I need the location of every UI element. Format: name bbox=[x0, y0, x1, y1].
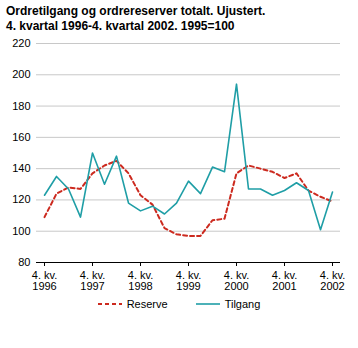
html-text:Reserve: Reserve bbox=[126, 298, 168, 310]
svg-text:80: 80 bbox=[18, 256, 30, 268]
svg-text:4. kv.1996: 4. kv.1996 bbox=[32, 269, 57, 292]
svg-text:4. kv.1997: 4. kv.1997 bbox=[80, 269, 105, 292]
svg-text:140: 140 bbox=[12, 162, 30, 174]
svg-text:4. kv.2000: 4. kv.2000 bbox=[224, 269, 249, 292]
svg-text:4. kv.1998: 4. kv.1998 bbox=[128, 269, 153, 292]
svg-text:220: 220 bbox=[12, 37, 30, 49]
html-text:Tilgang: Tilgang bbox=[224, 298, 261, 310]
html-text:Ordretilgang og ordrereserver: Ordretilgang og ordrereserver totalt. Uj… bbox=[6, 4, 266, 18]
svg-text:120: 120 bbox=[12, 193, 30, 205]
svg-text:180: 180 bbox=[12, 100, 30, 112]
svg-text:4. kv.2002: 4. kv.2002 bbox=[320, 269, 345, 292]
svg-text:160: 160 bbox=[12, 131, 30, 143]
html-text:4. kvartal 1996-4. kvartal 200: 4. kvartal 1996-4. kvartal 2002. 1995=10… bbox=[6, 19, 235, 33]
svg-text:4. kv.1999: 4. kv.1999 bbox=[176, 269, 201, 292]
svg-text:4. kv.2001: 4. kv.2001 bbox=[272, 269, 297, 292]
svg-text:100: 100 bbox=[12, 225, 30, 237]
svg-text:200: 200 bbox=[12, 68, 30, 80]
